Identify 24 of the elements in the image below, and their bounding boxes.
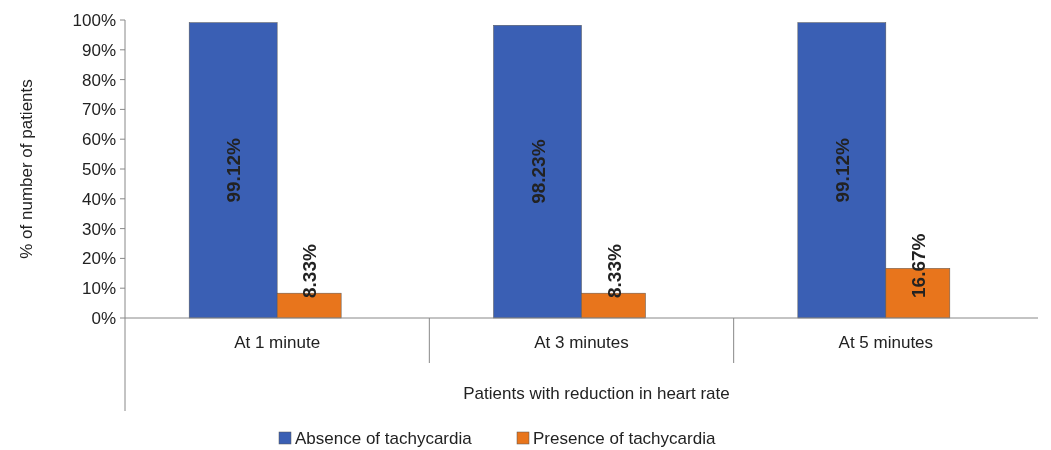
x-tick-label: At 5 minutes: [838, 333, 934, 352]
y-tick-label: 0%: [91, 308, 116, 328]
x-tick-label: At 1 minute: [234, 333, 321, 352]
y-tick-label: 30%: [81, 219, 116, 239]
y-tick-label: 80%: [81, 70, 116, 90]
text: 16.67%: [907, 233, 929, 298]
text: 99.12%: [831, 138, 853, 203]
y-tick-label: 100%: [72, 10, 116, 30]
legend-label: Absence of tachycardia: [295, 429, 473, 448]
y-tick-label: 50%: [81, 159, 116, 179]
y-tick-label: 20%: [81, 249, 116, 269]
y-tick-label: 70%: [81, 100, 116, 120]
y-tick-label: 90%: [81, 40, 116, 60]
y-tick-label: 10%: [81, 279, 116, 299]
x-tick-label: At 3 minutes: [534, 333, 629, 352]
legend-label: Presence of tachycardia: [533, 429, 716, 448]
text: 98.23%: [527, 139, 549, 204]
text: 8.33%: [299, 244, 321, 298]
text: 8.33%: [603, 244, 625, 298]
y-axis-title: % of number of patients: [17, 79, 36, 259]
y-tick-label: 40%: [81, 189, 116, 209]
text: 99.12%: [223, 138, 245, 203]
y-tick-label: 60%: [81, 130, 116, 150]
x-axis-title: Patients with reduction in heart rate: [463, 384, 730, 403]
